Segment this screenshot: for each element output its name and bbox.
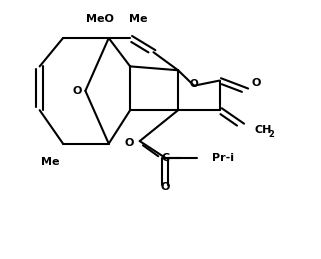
Text: O: O	[190, 79, 198, 89]
Text: Me: Me	[41, 157, 59, 167]
Text: Me: Me	[129, 14, 147, 24]
Text: MeO: MeO	[86, 14, 114, 24]
Text: CH: CH	[254, 125, 272, 134]
Text: Pr-i: Pr-i	[212, 153, 234, 163]
Text: 2: 2	[268, 130, 274, 139]
Text: O: O	[125, 138, 134, 148]
Text: O: O	[252, 78, 261, 88]
Text: O: O	[160, 182, 170, 192]
Text: O: O	[73, 86, 82, 96]
Text: C: C	[161, 153, 169, 163]
